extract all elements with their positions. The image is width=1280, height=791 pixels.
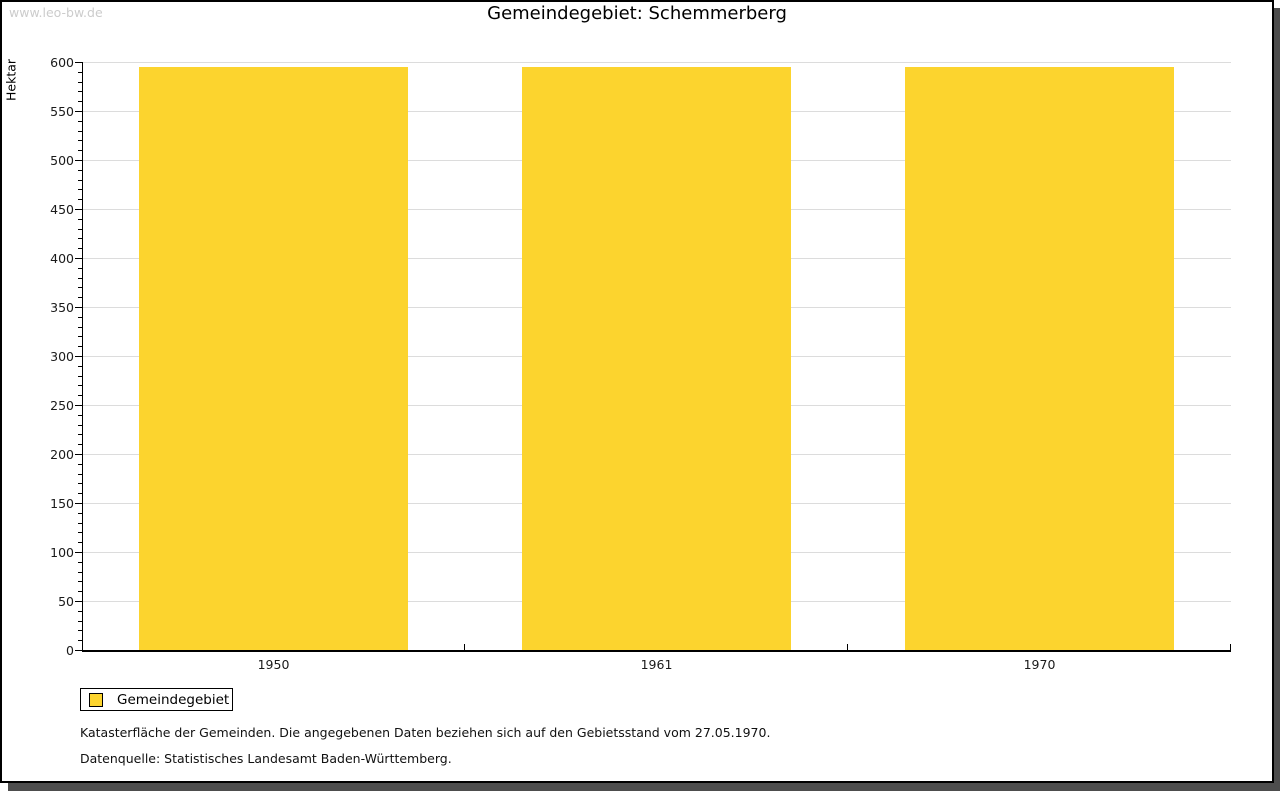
y-major-tick-400 <box>75 258 82 259</box>
y-minor-tick-490 <box>78 169 82 171</box>
y-minor-tick-110 <box>78 542 82 544</box>
y-minor-tick-230 <box>78 424 82 426</box>
watermark-text: www.leo-bw.de <box>9 5 103 20</box>
chart-title: Gemeindegebiet: Schemmerberg <box>487 3 787 24</box>
y-minor-tick-190 <box>78 463 82 465</box>
y-minor-tick-420 <box>78 238 82 240</box>
bar-1970 <box>905 66 1174 650</box>
x-boundary-tick-3 <box>1230 644 1231 650</box>
y-minor-tick-60 <box>78 591 82 593</box>
y-minor-tick-530 <box>78 130 82 132</box>
legend-swatch-icon <box>89 692 103 707</box>
y-minor-tick-560 <box>78 101 82 103</box>
y-axis-line <box>82 62 83 652</box>
y-minor-tick-10 <box>78 640 82 642</box>
y-major-tick-50 <box>75 601 82 602</box>
y-tick-label-550: 550 <box>50 104 74 119</box>
y-minor-tick-80 <box>78 571 82 573</box>
y-axis-title: Hektar <box>3 58 19 102</box>
y-minor-tick-510 <box>78 150 82 152</box>
y-minor-tick-140 <box>78 512 82 514</box>
y-minor-tick-330 <box>78 326 82 328</box>
y-minor-tick-470 <box>78 189 82 191</box>
gridline-600 <box>82 62 1231 63</box>
y-minor-tick-280 <box>78 375 82 377</box>
x-tick-label-1970: 1970 <box>1023 657 1056 672</box>
y-tick-label-400: 400 <box>50 251 74 266</box>
y-minor-tick-120 <box>78 532 82 534</box>
y-tick-label-600: 600 <box>50 55 74 70</box>
x-tick-label-1961: 1961 <box>640 657 673 672</box>
y-minor-tick-270 <box>78 385 82 387</box>
window-frame-shadow-right <box>1274 8 1280 791</box>
y-major-tick-0 <box>75 650 82 651</box>
y-minor-tick-260 <box>78 395 82 397</box>
y-minor-tick-480 <box>78 179 82 181</box>
y-minor-tick-360 <box>78 297 82 299</box>
x-boundary-tick-2 <box>847 644 848 650</box>
y-minor-tick-320 <box>78 336 82 338</box>
y-minor-tick-20 <box>78 630 82 632</box>
bar-1961 <box>522 66 791 650</box>
x-tick-label-1950: 1950 <box>257 657 290 672</box>
y-minor-tick-370 <box>78 287 82 289</box>
x-axis-line <box>82 650 1231 652</box>
y-major-tick-150 <box>75 503 82 504</box>
y-minor-tick-240 <box>78 414 82 416</box>
y-tick-label-50: 50 <box>58 594 74 609</box>
y-minor-tick-90 <box>78 561 82 563</box>
y-minor-tick-570 <box>78 91 82 93</box>
y-minor-tick-220 <box>78 434 82 436</box>
legend: Gemeindegebiet <box>80 688 233 711</box>
y-minor-tick-460 <box>78 199 82 201</box>
y-tick-label-500: 500 <box>50 153 74 168</box>
y-minor-tick-310 <box>78 346 82 348</box>
footnote-source-note: Katasterfläche der Gemeinden. Die angege… <box>80 725 771 740</box>
y-minor-tick-580 <box>78 81 82 83</box>
x-boundary-tick-1 <box>464 644 465 650</box>
y-minor-tick-540 <box>78 120 82 122</box>
y-major-tick-250 <box>75 405 82 406</box>
y-tick-label-0: 0 <box>66 643 74 658</box>
y-major-tick-500 <box>75 160 82 161</box>
y-major-tick-600 <box>75 62 82 63</box>
y-major-tick-350 <box>75 307 82 308</box>
y-minor-tick-210 <box>78 444 82 446</box>
footnote-data-source: Datenquelle: Statistisches Landesamt Bad… <box>80 751 452 766</box>
y-major-tick-450 <box>75 209 82 210</box>
y-minor-tick-520 <box>78 140 82 142</box>
window-frame-shadow-bottom <box>8 783 1280 791</box>
y-minor-tick-180 <box>78 473 82 475</box>
y-minor-tick-390 <box>78 267 82 269</box>
y-tick-label-150: 150 <box>50 496 74 511</box>
y-minor-tick-130 <box>78 522 82 524</box>
y-minor-tick-590 <box>78 71 82 73</box>
y-tick-label-100: 100 <box>50 545 74 560</box>
y-major-tick-550 <box>75 111 82 112</box>
y-tick-label-450: 450 <box>50 202 74 217</box>
y-tick-label-300: 300 <box>50 349 74 364</box>
y-minor-tick-430 <box>78 228 82 230</box>
y-minor-tick-380 <box>78 277 82 279</box>
bar-1950 <box>139 66 408 650</box>
y-minor-tick-70 <box>78 581 82 583</box>
y-minor-tick-410 <box>78 248 82 250</box>
y-major-tick-100 <box>75 552 82 553</box>
y-tick-label-250: 250 <box>50 398 74 413</box>
y-minor-tick-170 <box>78 483 82 485</box>
y-tick-label-350: 350 <box>50 300 74 315</box>
y-minor-tick-440 <box>78 218 82 220</box>
y-minor-tick-290 <box>78 365 82 367</box>
legend-label: Gemeindegebiet <box>117 691 230 708</box>
y-tick-label-200: 200 <box>50 447 74 462</box>
y-minor-tick-40 <box>78 610 82 612</box>
y-minor-tick-30 <box>78 620 82 622</box>
y-minor-tick-160 <box>78 493 82 495</box>
y-major-tick-200 <box>75 454 82 455</box>
y-minor-tick-340 <box>78 316 82 318</box>
y-major-tick-300 <box>75 356 82 357</box>
